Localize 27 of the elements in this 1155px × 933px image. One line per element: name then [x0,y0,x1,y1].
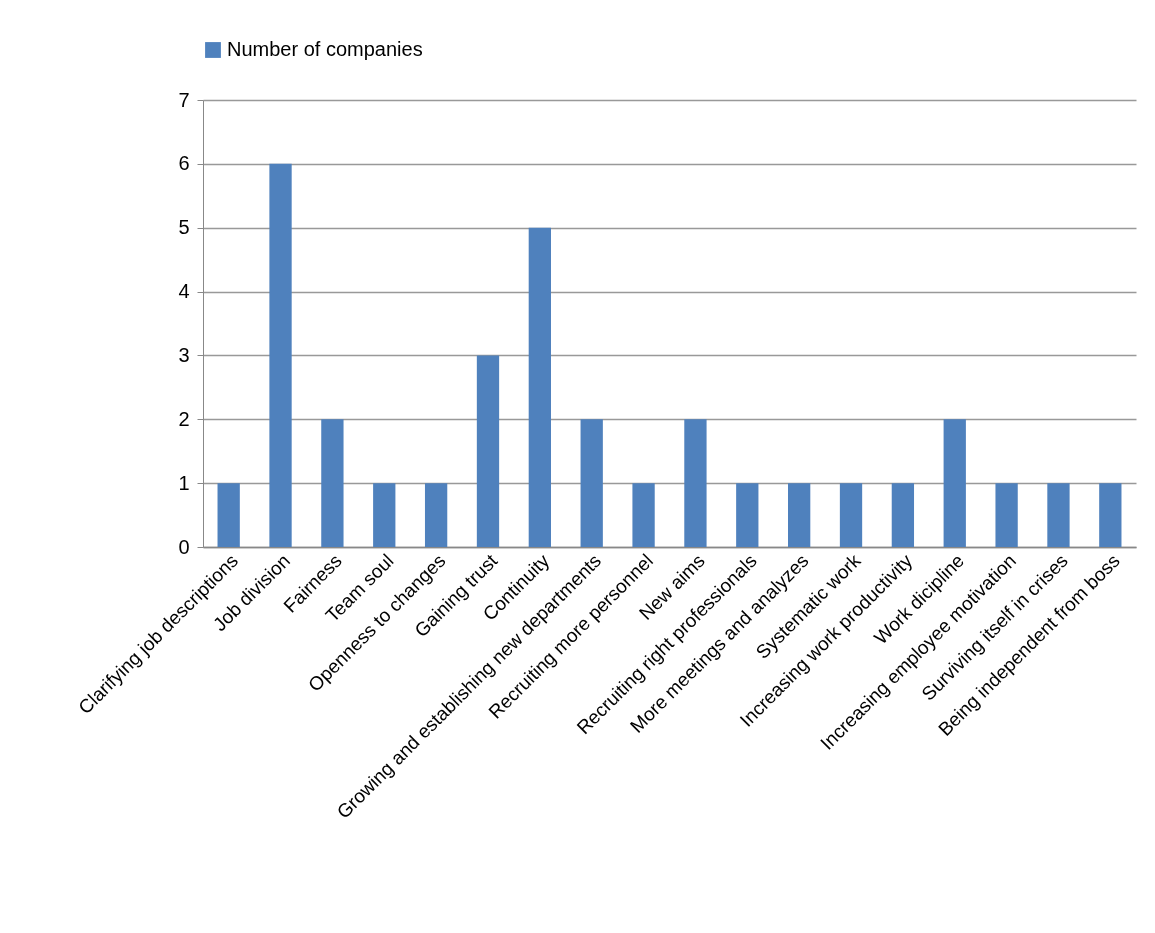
y-tick-label: 3 [178,343,190,366]
bar [788,483,811,547]
bar [1047,483,1070,547]
y-tick-label: 1 [178,471,190,494]
bar [943,419,966,547]
y-tick-label: 2 [178,407,190,430]
bar [580,419,603,547]
bar [891,483,915,547]
bar [632,483,655,547]
bar [684,419,707,547]
y-tick-label: 4 [178,280,190,303]
bar [736,483,759,547]
bar [839,483,863,547]
bar [373,483,396,547]
bar [528,227,551,547]
bar [1099,483,1122,547]
y-tick-label: 6 [178,152,190,175]
y-tick-label: 5 [178,216,190,239]
bar [321,419,344,547]
bar [424,483,448,547]
bar [476,355,500,547]
y-tick-label: 7 [178,88,190,111]
y-tick-label: 0 [178,535,190,558]
bar [995,483,1018,547]
bar [269,163,292,547]
legend-label: Number of companies [227,38,423,60]
bar [217,483,240,547]
